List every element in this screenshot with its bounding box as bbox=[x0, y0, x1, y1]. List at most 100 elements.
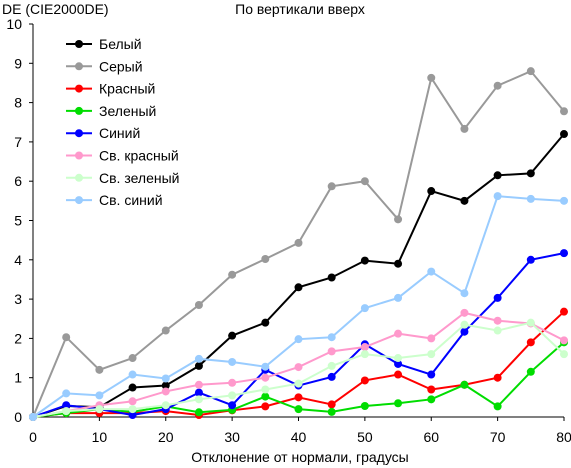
data-point bbox=[327, 361, 336, 370]
data-point bbox=[493, 326, 502, 335]
data-point bbox=[228, 391, 237, 400]
data-point bbox=[493, 192, 502, 201]
legend-item: Св. зеленый bbox=[66, 170, 179, 186]
data-point bbox=[327, 182, 336, 191]
data-point bbox=[128, 383, 137, 392]
data-point bbox=[228, 331, 237, 340]
data-point bbox=[294, 405, 303, 414]
y-tick-label: 2 bbox=[14, 330, 22, 346]
data-point bbox=[294, 393, 303, 402]
legend-label: Серый bbox=[99, 58, 143, 74]
data-point bbox=[360, 343, 369, 352]
legend-label: Зеленый bbox=[99, 103, 156, 119]
y-tick-label: 4 bbox=[14, 252, 22, 268]
data-point bbox=[526, 194, 535, 203]
data-point bbox=[128, 411, 137, 420]
data-point bbox=[62, 389, 71, 398]
legend-marker bbox=[75, 173, 83, 182]
data-point bbox=[360, 256, 369, 265]
series-layer bbox=[29, 67, 568, 421]
data-point bbox=[526, 367, 535, 376]
data-point bbox=[327, 407, 336, 416]
data-point bbox=[62, 401, 71, 410]
data-point bbox=[493, 402, 502, 411]
data-point bbox=[161, 381, 170, 390]
y-tick-label: 9 bbox=[14, 55, 22, 71]
data-point bbox=[560, 130, 568, 139]
x-tick-label: 50 bbox=[357, 429, 373, 445]
x-tick-label: 20 bbox=[158, 429, 174, 445]
data-point bbox=[228, 357, 237, 366]
legend-label: Синий bbox=[99, 125, 140, 141]
data-point bbox=[360, 304, 369, 313]
legend-item: Красный bbox=[66, 81, 155, 97]
x-tick-label: 70 bbox=[490, 429, 506, 445]
data-point bbox=[194, 361, 203, 370]
legend-marker bbox=[75, 196, 83, 205]
legend-marker bbox=[75, 106, 83, 115]
legend-marker bbox=[75, 151, 83, 160]
data-point bbox=[560, 350, 568, 359]
data-point bbox=[526, 318, 535, 327]
data-point bbox=[427, 385, 436, 394]
data-point bbox=[62, 333, 71, 342]
data-point bbox=[29, 413, 37, 421]
series-line bbox=[32, 252, 565, 418]
data-point bbox=[460, 196, 469, 205]
data-point bbox=[460, 380, 469, 389]
legend-item: Белый bbox=[66, 36, 142, 52]
series-2 bbox=[29, 67, 568, 421]
data-point bbox=[394, 370, 403, 379]
series-6 bbox=[29, 308, 568, 421]
y-tick-label: 0 bbox=[14, 409, 22, 425]
data-point bbox=[560, 307, 568, 316]
y-tick-label: 6 bbox=[14, 173, 22, 189]
data-point bbox=[360, 376, 369, 385]
data-point bbox=[560, 336, 568, 345]
data-point bbox=[95, 365, 104, 374]
data-point bbox=[294, 238, 303, 247]
legend-label: Красный bbox=[99, 81, 155, 97]
data-point bbox=[560, 107, 568, 116]
legend-label: Св. синий bbox=[99, 192, 163, 208]
data-point bbox=[261, 402, 270, 411]
data-point bbox=[526, 67, 535, 76]
data-point bbox=[360, 177, 369, 186]
y-tick-label: 3 bbox=[14, 291, 22, 307]
data-point bbox=[128, 397, 137, 406]
data-point bbox=[394, 354, 403, 363]
data-point bbox=[128, 354, 137, 363]
legend-label: Св. зеленый bbox=[99, 170, 179, 186]
data-point bbox=[560, 196, 568, 205]
data-point bbox=[493, 316, 502, 325]
x-axis-label: Отклонение от нормали, градусы bbox=[191, 449, 408, 465]
data-point bbox=[526, 255, 535, 264]
y-tick-label: 5 bbox=[14, 213, 22, 229]
legend-item: Зеленый bbox=[66, 103, 156, 119]
data-point bbox=[394, 293, 403, 302]
data-point bbox=[427, 395, 436, 404]
data-point bbox=[394, 359, 403, 368]
legend-item: Св. синий bbox=[66, 192, 163, 208]
data-point bbox=[460, 327, 469, 336]
data-point bbox=[261, 385, 270, 394]
data-point bbox=[95, 405, 104, 414]
data-point bbox=[427, 267, 436, 276]
data-point bbox=[427, 350, 436, 359]
data-point bbox=[261, 392, 270, 401]
data-point bbox=[161, 401, 170, 410]
data-point bbox=[228, 270, 237, 279]
data-point bbox=[261, 362, 270, 371]
data-point bbox=[161, 326, 170, 335]
y-tick-label: 8 bbox=[14, 95, 22, 111]
y-axis-label: DE (CIE2000DE) bbox=[2, 1, 109, 17]
data-point bbox=[261, 373, 270, 382]
legend-item: Св. красный bbox=[66, 148, 179, 164]
data-point bbox=[128, 405, 137, 414]
data-point bbox=[560, 249, 568, 258]
data-point bbox=[394, 259, 403, 268]
data-point bbox=[427, 370, 436, 379]
x-tick-label: 30 bbox=[224, 429, 240, 445]
data-point bbox=[394, 329, 403, 338]
data-point bbox=[460, 124, 469, 133]
